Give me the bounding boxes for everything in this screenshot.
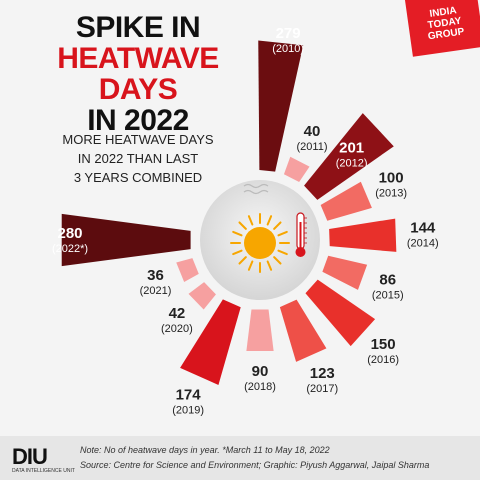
diu-logo: DIU DATA INTELLIGENCE UNIT <box>10 440 75 476</box>
footnote: Note: No of heatwave days in year. *Marc… <box>80 443 429 473</box>
year-label-2022*: (2022*) <box>52 243 88 255</box>
value-label-2016: 150 <box>371 336 396 353</box>
bar-2020 <box>188 282 216 310</box>
year-label-2012: (2012) <box>336 158 368 170</box>
value-label-2010: 279 <box>276 25 301 42</box>
year-label-2010: (2010) <box>272 43 304 55</box>
year-label-2013: (2013) <box>375 187 407 199</box>
value-label-2017: 123 <box>310 365 335 382</box>
diu-mark: DIU <box>12 444 48 469</box>
year-label-2021: (2021) <box>140 285 172 297</box>
sun-icon <box>230 213 290 273</box>
title-line-3: IN 2022 <box>87 104 189 137</box>
value-label-2011: 40 <box>304 123 321 140</box>
bar-2019 <box>180 299 241 385</box>
diu-tagline: DATA INTELLIGENCE UNIT <box>12 468 75 474</box>
bar-2012 <box>304 113 394 200</box>
bar-2022* <box>61 213 191 267</box>
bar-2014 <box>329 218 397 252</box>
bar-2015 <box>322 255 368 290</box>
bar-2016 <box>305 279 376 347</box>
thermometer-icon <box>295 212 307 257</box>
year-label-2015: (2015) <box>372 289 404 301</box>
value-label-2012: 201 <box>339 140 364 157</box>
year-label-2020: (2020) <box>161 323 193 335</box>
india-today-logo: INDIA TODAY GROUP <box>403 0 480 57</box>
note-text: Note: No of heatwave days in year. *Marc… <box>80 445 330 455</box>
value-label-2020: 42 <box>169 305 186 322</box>
value-label-2018: 90 <box>252 363 269 380</box>
title-line-2: HEATWAVE DAYS <box>57 42 219 106</box>
bar-2011 <box>283 156 310 182</box>
title-line-1: SPIKE IN <box>75 11 201 44</box>
bar-2013 <box>320 181 372 221</box>
source-text: Source: Centre for Science and Environme… <box>80 460 430 470</box>
bar-2010 <box>258 40 304 172</box>
subtitle-line-2: IN 2022 THAN LAST <box>77 151 199 166</box>
chart-title: SPIKE IN HEATWAVE DAYS IN 2022 <box>38 12 238 136</box>
footer-bar <box>0 436 480 480</box>
subtitle-line-1: MORE HEATWAVE DAYS <box>62 132 214 147</box>
bar-2018 <box>246 309 274 351</box>
value-label-2014: 144 <box>410 219 436 236</box>
year-label-2014: (2014) <box>407 237 439 249</box>
year-label-2019: (2019) <box>172 405 204 417</box>
value-label-2013: 100 <box>379 169 404 186</box>
year-label-2018: (2018) <box>244 381 276 393</box>
value-label-2019: 174 <box>176 387 202 404</box>
year-label-2011: (2011) <box>297 141 328 153</box>
heat-waves-icon <box>243 183 269 195</box>
year-label-2017: (2017) <box>306 383 338 395</box>
bar-2017 <box>279 299 327 362</box>
value-label-2021: 36 <box>147 267 164 284</box>
chart-subtitle: MORE HEATWAVE DAYS IN 2022 THAN LAST 3 Y… <box>38 130 238 187</box>
year-label-2016: (2016) <box>367 354 399 366</box>
value-label-2022*: 280 <box>57 225 82 242</box>
value-label-2015: 86 <box>379 271 396 288</box>
bar-2021 <box>176 258 199 283</box>
subtitle-line-3: 3 YEARS COMBINED <box>73 170 203 185</box>
